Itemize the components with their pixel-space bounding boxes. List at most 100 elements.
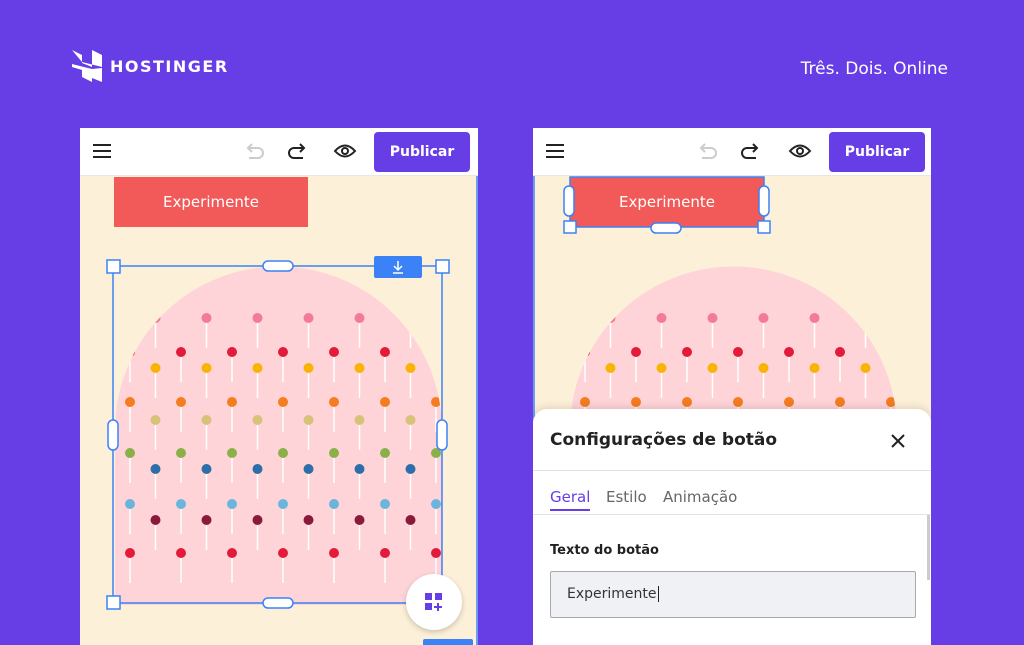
selection [563,176,771,234]
circle [784,397,794,407]
circle [886,347,896,357]
circle [354,464,365,474]
add-element-button[interactable] [406,574,462,630]
circle [125,397,135,407]
circle [278,397,288,407]
handle [262,597,294,609]
circle [150,313,161,323]
toolbar: Publicar [80,128,478,176]
circle [758,313,769,323]
circle [125,499,135,509]
handle [106,259,121,274]
circle [431,548,441,558]
toolbar-icons [93,143,357,159]
circle [758,363,769,373]
circle [354,515,365,525]
circle [605,363,616,373]
circle [431,448,441,458]
circle [707,313,718,323]
circle [809,313,820,323]
tab[interactable]: Estilo [606,488,647,506]
circle [835,397,845,407]
toolbar-icons [546,143,812,159]
cta-button[interactable]: Experimente [114,177,308,227]
cta-button[interactable]: Experimente [570,177,764,227]
circle [150,363,161,373]
close-button[interactable] [888,431,908,451]
handle [107,419,119,451]
publish-button[interactable]: Publicar [374,132,470,172]
circle [860,363,871,373]
handle [262,260,294,272]
toolbar: Publicar [533,128,931,176]
circle [303,415,314,425]
handle [436,419,448,451]
circle [125,548,135,558]
circle [150,464,161,474]
circle [682,347,692,357]
circle [329,499,339,509]
tab[interactable]: Animação [663,488,738,506]
circle [380,499,390,509]
circle [329,347,339,357]
circle [329,448,339,458]
handle [106,595,121,610]
circle [405,363,416,373]
circle [252,363,263,373]
circle [329,397,339,407]
circle [733,397,743,407]
circle [176,448,186,458]
circle [431,347,441,357]
circle [405,415,416,425]
download-icon [393,261,403,274]
circle [580,347,590,357]
logo [72,50,102,82]
circle [252,464,263,474]
circle [201,464,212,474]
circle [431,397,441,407]
circle [176,548,186,558]
circle [201,515,212,525]
circle [354,313,365,323]
circle [733,347,743,357]
circle [125,448,135,458]
circle [201,363,212,373]
circle [707,363,718,373]
tab[interactable]: Geral [550,488,591,511]
circle [380,347,390,357]
circle [380,548,390,558]
circle [431,499,441,509]
circle [227,448,237,458]
circle [303,515,314,525]
circle [252,313,263,323]
circle [176,499,186,509]
circle [354,415,365,425]
circle [835,347,845,357]
circle [784,347,794,357]
circle [405,313,416,323]
circle [656,313,667,323]
download-button [423,639,473,645]
publish-button[interactable]: Publicar [829,132,925,172]
circle [631,397,641,407]
field-label: Texto do botão [550,543,659,558]
circle [303,363,314,373]
handle [435,259,450,274]
circle [303,464,314,474]
circle [380,448,390,458]
circle [227,499,237,509]
circle [886,397,896,407]
circle [278,548,288,558]
circle [252,515,263,525]
circle [354,363,365,373]
circle [278,448,288,458]
circle [860,313,871,323]
circle [252,415,263,425]
circle [278,347,288,357]
text-input[interactable]: Experimente [550,571,916,618]
circle [580,397,590,407]
circle [809,363,820,373]
circle [303,313,314,323]
circle [380,397,390,407]
